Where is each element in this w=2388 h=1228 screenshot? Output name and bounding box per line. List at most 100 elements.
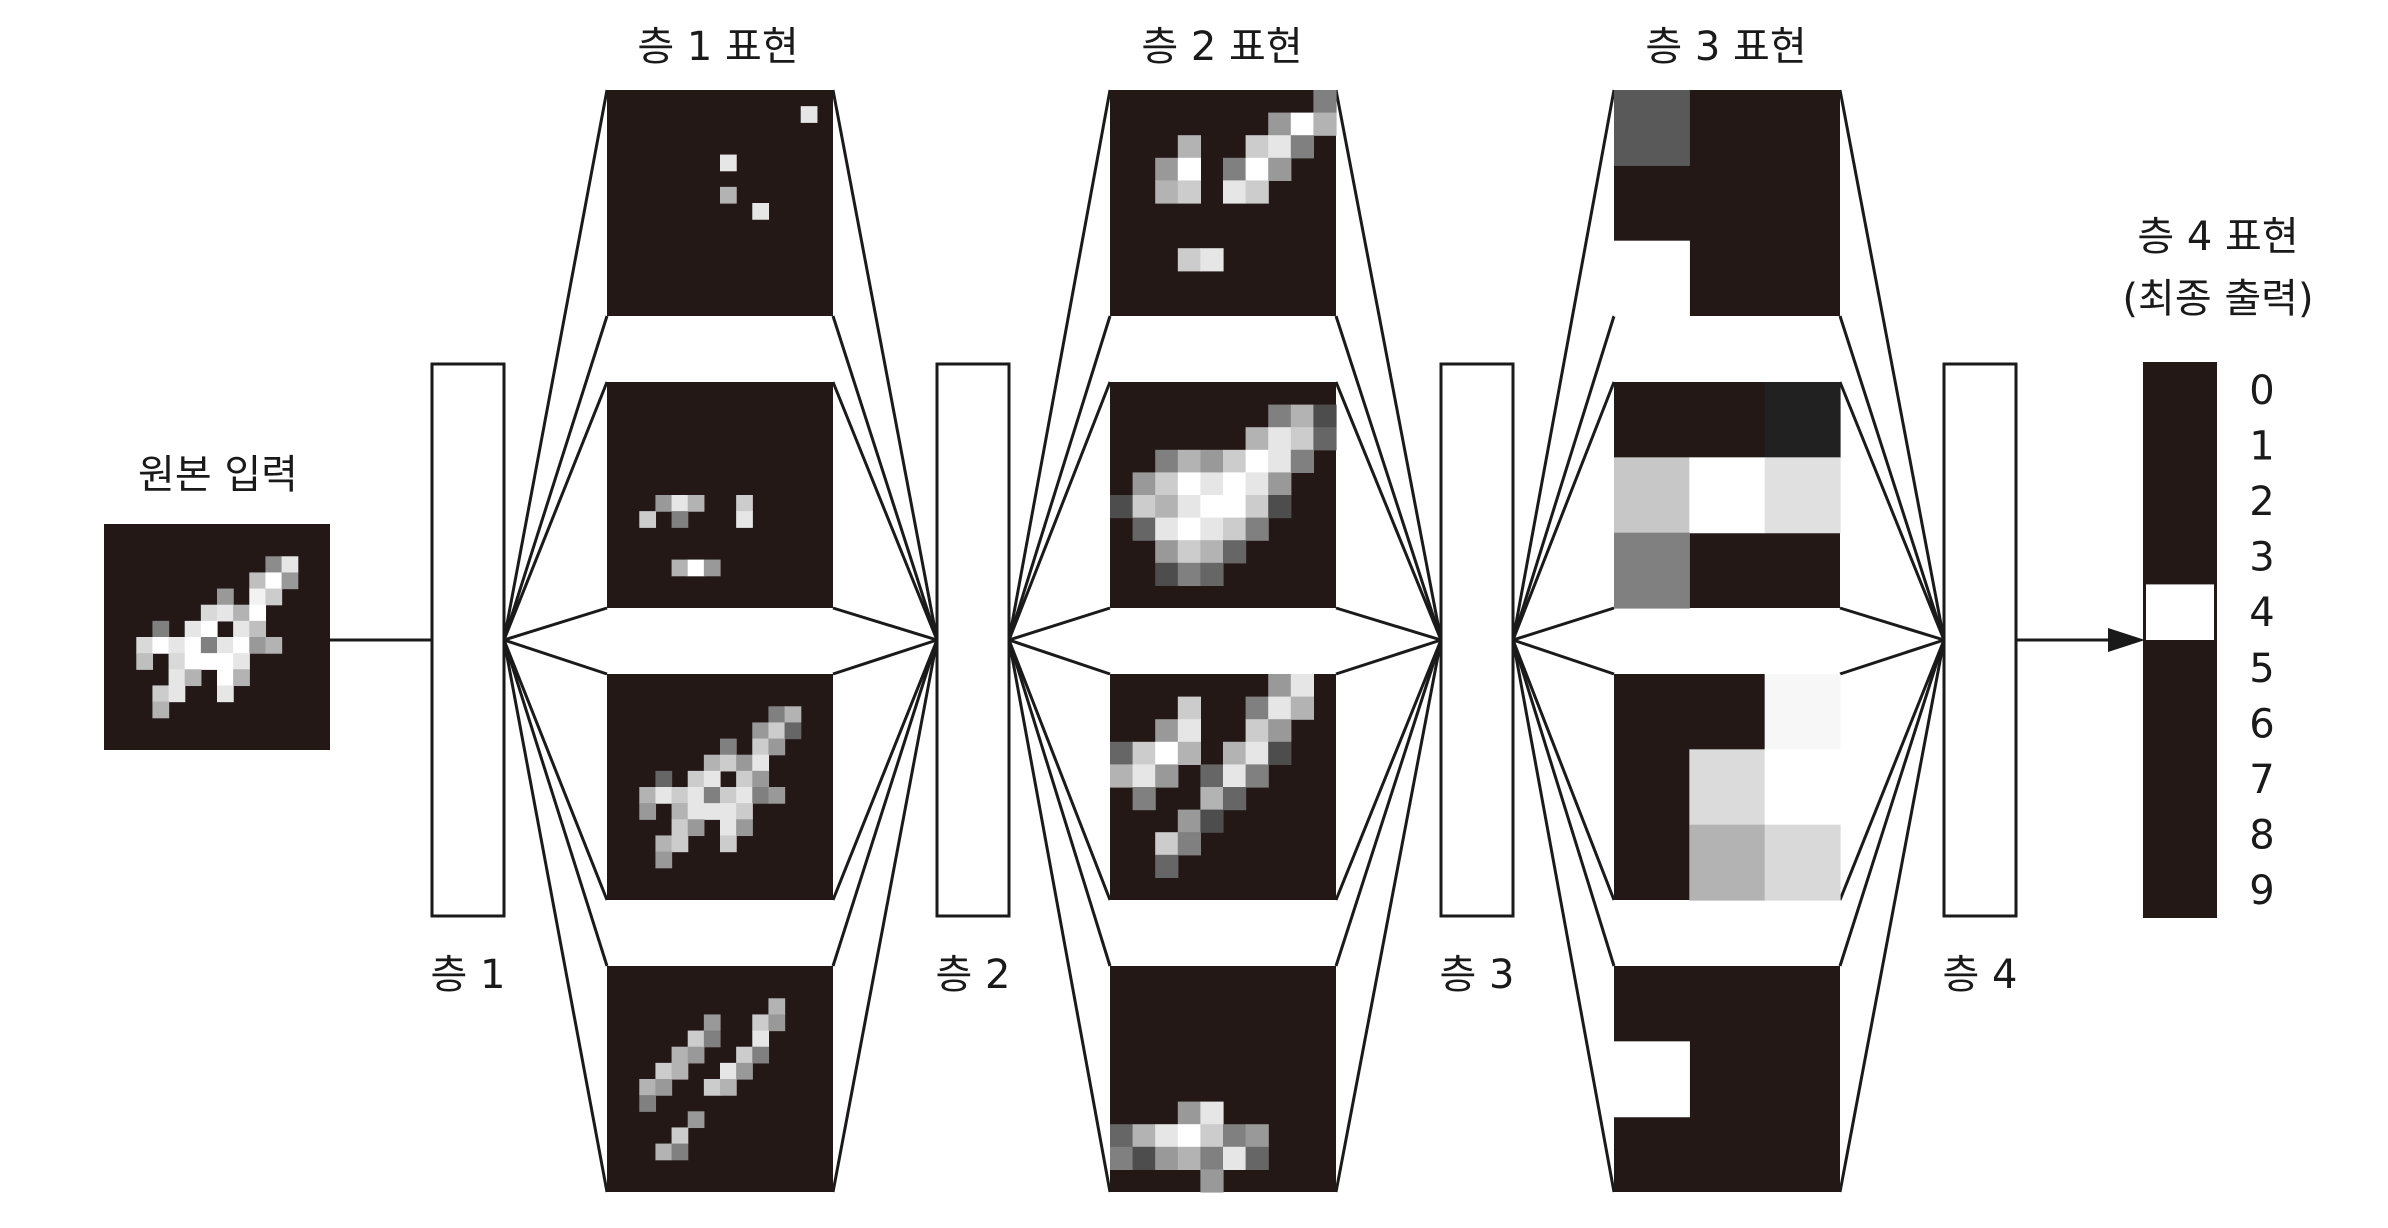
layer-2-map-3-pixel: [1132, 764, 1156, 788]
layer-1-map-2-pixel: [671, 559, 689, 577]
original-input-pixels-pixel: [200, 653, 218, 670]
layer-2-map-3-pixel: [1245, 764, 1269, 788]
layer-1-map-4-pixel: [655, 1062, 673, 1080]
original-input-pixels-pixel: [217, 588, 234, 606]
layer-2-map-2-pixel: [1245, 427, 1269, 451]
layer-1-map-4-pixel: [671, 1062, 689, 1080]
fan-in-line: [1838, 89, 1946, 641]
original-input-image: [104, 524, 330, 750]
layer-2-map-3-pixel: [1268, 719, 1292, 743]
fan-in-line: [1335, 606, 1442, 642]
layer-2-map-2-pixel: [1290, 427, 1314, 451]
fan-in-line: [1839, 638, 1945, 676]
layer-2-map-3-pixel: [1177, 832, 1201, 856]
layer-2-map-2-pixel: [1290, 449, 1314, 473]
layer-2-map-3-pixel: [1268, 674, 1292, 698]
output-active-cell: [2146, 584, 2214, 640]
layer-2-map-2-pixel: [1313, 427, 1337, 451]
fan-in-line: [1838, 639, 1946, 967]
layer-2-map-1-pixel: [1177, 180, 1201, 204]
layer-2-map-4-pixel: [1223, 1146, 1247, 1170]
fan-out-line: [502, 639, 609, 1193]
original-input-pixels-pixel: [233, 653, 250, 670]
fan-out-line: [1512, 606, 1615, 642]
original-input-pixels-pixel: [265, 637, 283, 654]
fan-out-line: [1512, 638, 1615, 676]
layer-2-map-2-pixel: [1200, 495, 1224, 519]
layer-2-map-3-pixel: [1155, 854, 1179, 878]
layer-1-map-1-pixel: [800, 106, 818, 123]
layer-1-map-3-pixel: [736, 754, 753, 772]
layer-3-map-2-pixel: [1764, 457, 1841, 534]
original-input-pixels-pixel: [265, 556, 283, 574]
layer-2-map-2-pixel: [1245, 449, 1269, 473]
layer-3-map-4: [1614, 966, 1840, 1192]
layer-1-representation-title: 층 1 표현: [637, 24, 798, 70]
layer-3-map-2-pixel: [1614, 457, 1690, 534]
output-digit-5: 5: [2249, 646, 2274, 692]
layer-2-map-2-pixel: [1200, 540, 1224, 564]
fan-out-line: [1511, 315, 1616, 641]
layer-2-map-2-pixel: [1200, 472, 1224, 496]
original-input-pixels-pixel: [265, 572, 283, 590]
layer-1-box: [430, 362, 506, 918]
layer-2-map-4-pixel: [1177, 1101, 1201, 1125]
layer-2-map-2-pixel: [1155, 517, 1179, 541]
layer-2-label: 층 2: [936, 952, 1011, 998]
fan-in-line: [1334, 639, 1443, 967]
layer-2-map-3-pixel: [1268, 696, 1292, 720]
fan-in-line: [832, 638, 938, 676]
layer-1-map-3-pixel: [687, 770, 705, 788]
layer-1-map-3-pixel: [768, 738, 786, 756]
layer-2-map-2-pixel: [1268, 472, 1292, 496]
original-input-pixels-pixel: [168, 669, 186, 687]
layer-1-map-4-pixel: [752, 1030, 770, 1048]
layer-2-map-4: [1110, 966, 1336, 1193]
layer-2-map-2-pixel: [1223, 472, 1247, 496]
layer-2-map-2-pixel: [1155, 495, 1179, 519]
fan-in-line: [1334, 639, 1443, 901]
layer-2-map-2-pixel: [1132, 517, 1156, 541]
output-digit-0: 0: [2249, 368, 2274, 414]
layer-2-map-2-pixel: [1132, 472, 1156, 496]
layer-1-map-3-pixel: [736, 787, 753, 804]
original-input-pixels-pixel: [233, 604, 250, 622]
layer-1-map-3-pixel: [703, 770, 721, 788]
fan-out-line: [1007, 315, 1112, 641]
layer-3-map-2-pixel: [1614, 532, 1690, 609]
layer-4-box: [1942, 362, 2018, 918]
layer-3-map-2: [1614, 382, 1841, 609]
layer-1-map-4-pixel: [639, 1095, 657, 1112]
original-input-pixels-pixel: [152, 701, 170, 719]
layer-1-map-4-pixel: [671, 1127, 689, 1145]
original-input-pixels-pixel: [249, 604, 267, 622]
layer-2-map-4-pixel: [1132, 1124, 1156, 1148]
layer-1-map-3-pixel: [703, 803, 721, 820]
layer-2-map-2-pixel: [1268, 449, 1292, 473]
layer-1-map-4-pixel: [671, 1143, 689, 1161]
layer-1-map-3-pixel: [768, 722, 786, 740]
layer-1-map-4-pixel: [736, 1062, 753, 1080]
layer-3-map-2-pixel: [1764, 382, 1841, 458]
layer-2-map-2-pixel: [1200, 449, 1224, 473]
layer-2-map-3-pixel: [1223, 787, 1247, 811]
original-input-pixels-pixel: [184, 669, 202, 687]
fan-out-line: [503, 606, 608, 642]
original-input-pixels-pixel: [217, 604, 234, 622]
fan-in-line: [1838, 639, 1946, 901]
layer-2-map-1-pixel: [1268, 112, 1292, 136]
layer-1-map-2-pixel: [736, 495, 753, 512]
original-input-pixels-pixel: [265, 588, 283, 606]
layer-2-map-2-pixel: [1268, 404, 1292, 428]
layer-2-map-3-pixel: [1290, 674, 1314, 698]
layer-1-map-3-pixel: [671, 819, 689, 837]
layer-2-map-1-pixel: [1290, 112, 1314, 136]
original-input-pixels-pixel: [233, 669, 250, 687]
original-input-pixels-pixel: [168, 685, 186, 703]
layer-2-map-1-pixel: [1223, 157, 1247, 181]
original-input-pixels-pixel: [152, 685, 170, 703]
fan-out-line: [1511, 639, 1616, 967]
layer-2-map-4-pixel: [1200, 1169, 1224, 1193]
layer-2-map-3-pixel: [1245, 696, 1269, 720]
